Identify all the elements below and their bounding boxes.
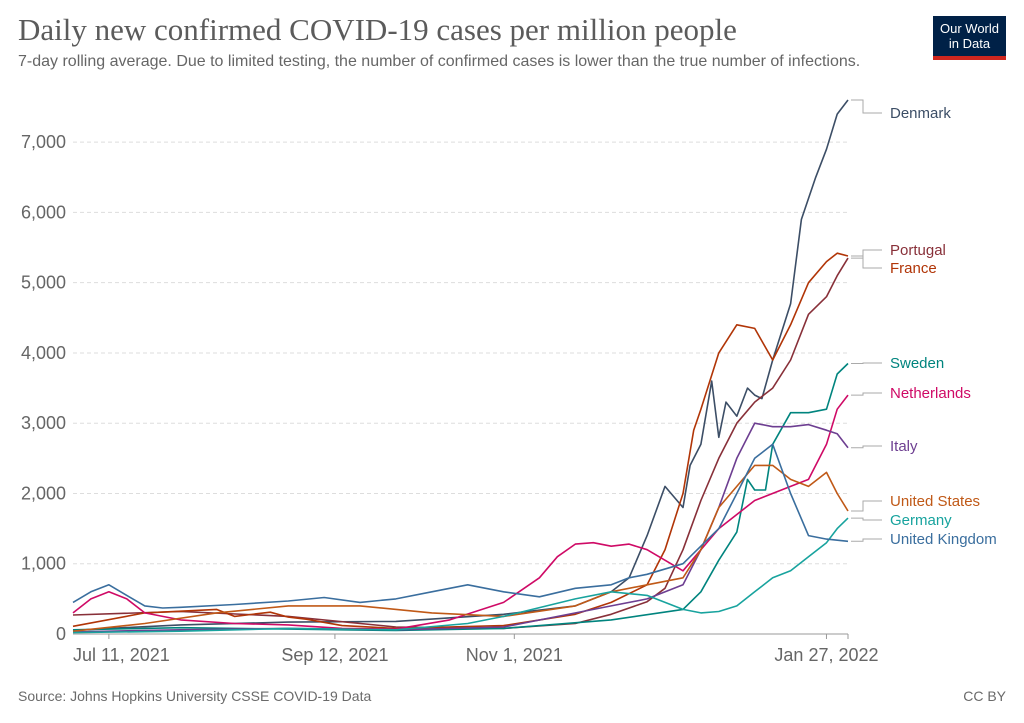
- series-lines: [72, 99, 849, 634]
- y-tick-label: 1,000: [21, 554, 66, 574]
- series-label[interactable]: Sweden: [890, 355, 944, 372]
- logo-line-1: Our World: [940, 21, 999, 36]
- series-line[interactable]: [72, 362, 849, 632]
- series-label[interactable]: France: [890, 260, 937, 277]
- series-line[interactable]: [72, 443, 849, 609]
- label-connector: [851, 517, 882, 521]
- series-label[interactable]: Italy: [890, 438, 918, 455]
- y-tick-label: 2,000: [21, 483, 66, 503]
- label-connector: [851, 99, 882, 114]
- label-connector: [851, 255, 882, 269]
- y-tick-label: 6,000: [21, 202, 66, 222]
- label-connector: [851, 362, 882, 364]
- source-note: Source: Johns Hopkins University CSSE CO…: [18, 688, 372, 704]
- x-tick-label: Nov 1, 2021: [466, 645, 563, 665]
- series-label[interactable]: Denmark: [890, 105, 951, 122]
- y-tick-label: 5,000: [21, 273, 66, 293]
- y-tick-label: 7,000: [21, 132, 66, 152]
- series-line[interactable]: [72, 99, 849, 632]
- series-line[interactable]: [72, 252, 849, 630]
- y-tick-label: 3,000: [21, 413, 66, 433]
- y-tick-label: 4,000: [21, 343, 66, 363]
- series-label[interactable]: Portugal: [890, 242, 946, 259]
- axes: 0 1,000 2,000 3,000 4,000 5,000 6,000 7,000 Jul …: [21, 132, 879, 665]
- logo-line-2: in Data: [948, 36, 991, 51]
- series-label[interactable]: Netherlands: [890, 385, 971, 402]
- series-line[interactable]: [72, 257, 849, 630]
- x-tick-label: Sep 12, 2021: [281, 645, 388, 665]
- series-label[interactable]: Germany: [890, 512, 952, 529]
- series-line[interactable]: [72, 422, 849, 633]
- label-connector: [851, 538, 882, 542]
- owid-logo[interactable]: Our World in Data: [933, 16, 1006, 60]
- label-connector: [851, 445, 882, 449]
- license-link[interactable]: CC BY: [963, 688, 1006, 704]
- gridlines: [73, 141, 848, 635]
- label-connector: [851, 249, 882, 259]
- y-tick-label: 0: [56, 624, 66, 644]
- series-line[interactable]: [72, 394, 849, 630]
- label-connector: [851, 392, 882, 396]
- series-line[interactable]: [72, 464, 849, 632]
- series-line[interactable]: [72, 517, 849, 634]
- label-connector: [851, 500, 882, 512]
- chart-title: Daily new confirmed COVID-19 cases per m…: [18, 12, 737, 47]
- chart-subtitle: 7-day rolling average. Due to limited te…: [18, 53, 861, 70]
- x-tick-label: Jul 11, 2021: [73, 645, 170, 665]
- series-label[interactable]: United States: [890, 493, 980, 510]
- x-tick-label: Jan 27, 2022: [774, 645, 878, 665]
- series-label[interactable]: United Kingdom: [890, 531, 997, 548]
